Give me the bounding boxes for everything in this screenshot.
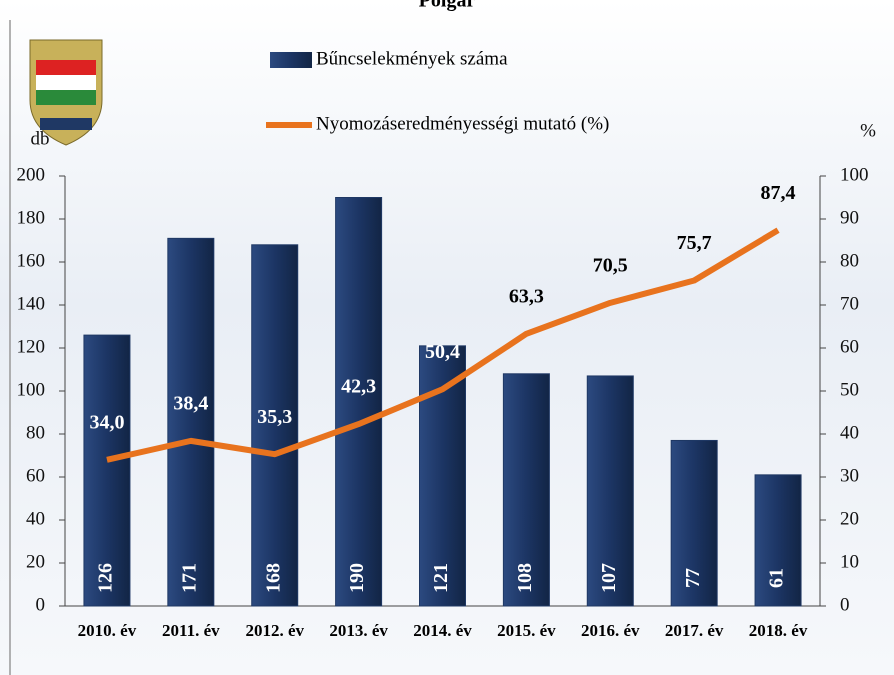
y-tick-label: 140 [17, 293, 46, 314]
y2-tick-label: 90 [840, 207, 859, 228]
bar-value-label: 61 [766, 568, 788, 588]
y-tick-label: 20 [26, 551, 45, 572]
y2-tick-label: 30 [840, 465, 859, 486]
y2-tick-label: 80 [840, 250, 859, 271]
y-tick-label: 0 [36, 594, 46, 615]
x-tick-label: 2012. év [245, 621, 304, 640]
y2-tick-label: 70 [840, 293, 859, 314]
y2-tick-label: 0 [840, 594, 850, 615]
bar-value-label: 107 [598, 563, 620, 593]
y-tick-label: 180 [17, 207, 46, 228]
line-value-label: 34,0 [89, 411, 124, 433]
y2-tick-label: 100 [840, 164, 869, 185]
bar [502, 373, 550, 607]
bar [754, 474, 802, 607]
x-tick-label: 2016. év [581, 621, 640, 640]
line-value-label: 63,3 [509, 285, 544, 307]
bar-value-label: 171 [178, 563, 200, 593]
bar [335, 197, 383, 607]
y2-tick-label: 60 [840, 336, 859, 357]
y2-tick-label: 10 [840, 551, 859, 572]
y-tick-label: 60 [26, 465, 45, 486]
bar-value-label: 77 [682, 568, 704, 588]
bar [167, 237, 215, 607]
x-tick-label: 2010. év [78, 621, 137, 640]
bar-value-label: 168 [262, 563, 284, 593]
chart-title: Polgár [419, 0, 476, 12]
line [106, 227, 780, 463]
line-value-label: 70,5 [593, 254, 628, 276]
line-value-label: 50,4 [425, 341, 460, 363]
y-tick-label: 80 [26, 422, 45, 443]
bar-value-label: 126 [95, 563, 117, 593]
line-value-label: 42,3 [341, 376, 376, 398]
bar-value-label: 108 [514, 563, 536, 593]
y-tick-label: 100 [17, 379, 46, 400]
y-tick-label: 160 [17, 250, 46, 271]
bar-value-label: 190 [346, 563, 368, 593]
legend-label: Bűncselekmények száma [316, 48, 508, 69]
line-value-label: 75,7 [677, 232, 712, 254]
y-tick-label: 120 [17, 336, 46, 357]
line-value-label: 38,4 [173, 392, 208, 414]
x-tick-label: 2014. év [413, 621, 472, 640]
bar [83, 334, 131, 607]
x-tick-label: 2013. év [329, 621, 388, 640]
bar [586, 375, 634, 607]
x-tick-label: 2017. év [665, 621, 724, 640]
y-tick-label: 200 [17, 164, 46, 185]
line-value-label: 87,4 [761, 182, 796, 204]
legend-swatch-bar [270, 52, 312, 68]
x-tick-label: 2015. év [497, 621, 556, 640]
legend-label: Nyomozáseredményességi mutató (%) [316, 113, 609, 134]
y2-tick-label: 40 [840, 422, 859, 443]
y-axis-label: db [31, 128, 50, 149]
y2-tick-label: 20 [840, 508, 859, 529]
x-tick-label: 2018. év [749, 621, 808, 640]
y2-axis-label: % [860, 120, 876, 141]
x-tick-label: 2011. év [162, 621, 220, 640]
line-value-label: 35,3 [257, 406, 292, 428]
bar [251, 244, 299, 607]
y-tick-label: 40 [26, 508, 45, 529]
bar [670, 439, 718, 607]
y2-tick-label: 50 [840, 379, 859, 400]
logo [29, 39, 103, 146]
bar-value-label: 121 [430, 563, 452, 593]
